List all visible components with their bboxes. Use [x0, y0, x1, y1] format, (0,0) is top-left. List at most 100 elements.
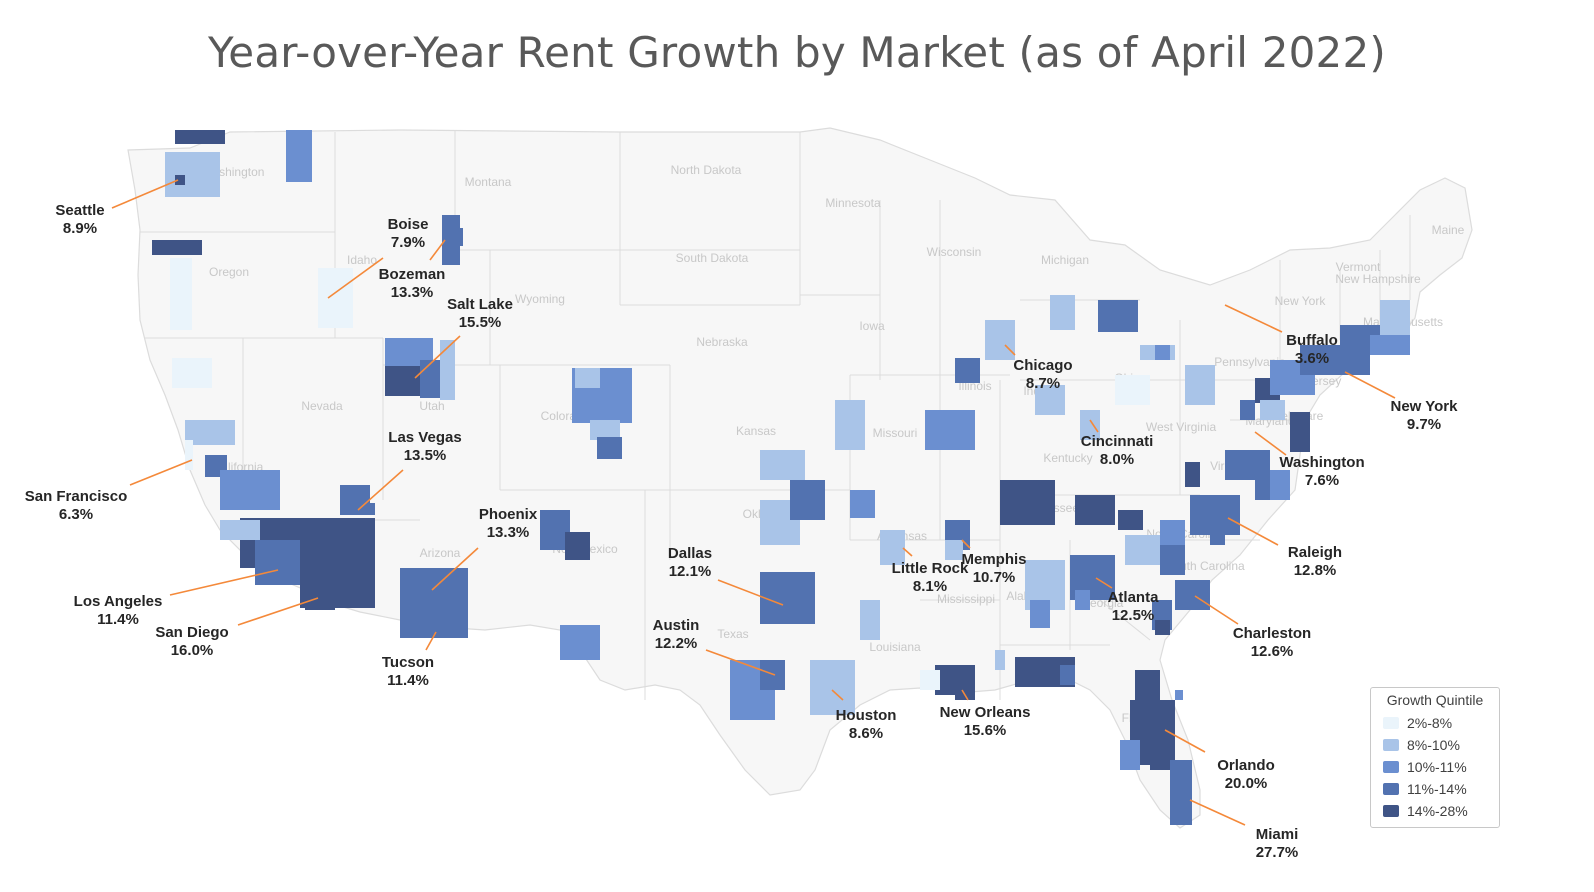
metro-region: [1075, 590, 1090, 610]
leader-line-las-vegas: [357, 469, 404, 511]
market-name-buffalo: Buffalo: [1286, 332, 1338, 349]
state-label-iowa: Iowa: [859, 319, 885, 333]
state-label-maine: Maine: [1432, 223, 1465, 237]
leader-line-austin: [705, 649, 776, 676]
leader-line-seattle: [111, 179, 179, 209]
leader-line-charleston: [1194, 595, 1239, 625]
market-name-raleigh: Raleigh: [1288, 544, 1342, 561]
leader-line-cincinnati: [1089, 419, 1099, 433]
metro-region: [305, 590, 335, 610]
state-label-south-dakota: South Dakota: [676, 251, 749, 265]
metro-region: [1000, 480, 1055, 525]
metro-region: [172, 358, 212, 388]
state-label-minnesota: Minnesota: [825, 196, 881, 210]
market-value-bozeman: 13.3%: [391, 284, 434, 301]
market-value-tucson: 11.4%: [387, 672, 429, 689]
metro-region: [175, 130, 225, 144]
market-name-chicago: Chicago: [1013, 357, 1072, 374]
legend-item-11-14: 11%-14%: [1377, 778, 1493, 800]
market-value-new-orleans: 15.6%: [964, 722, 1007, 739]
market-name-tucson: Tucson: [382, 654, 434, 671]
state-label-montana: Montana: [465, 175, 512, 189]
state-label-new-hampshire: New Hampshire: [1335, 272, 1421, 286]
state-label-wyoming: Wyoming: [515, 292, 565, 306]
metro-region: [1030, 600, 1050, 628]
metro-region: [170, 258, 192, 330]
state-label-north-dakota: North Dakota: [671, 163, 742, 177]
legend: Growth Quintile 2%-8% 8%-10% 10%-11% 11%-14…: [1370, 687, 1500, 828]
leader-line-atlanta: [1095, 577, 1113, 589]
state-label-oregon: Oregon: [209, 265, 249, 279]
metro-region: [985, 320, 1015, 360]
market-name-charleston: Charleston: [1233, 625, 1311, 642]
state-border: [1099, 599, 1151, 641]
state-label-mississippi: Mississippi: [937, 592, 995, 606]
state-label-nebraska: Nebraska: [696, 335, 748, 349]
market-name-little-rock: Little Rock: [892, 560, 969, 577]
leader-line-salt-lake: [414, 335, 461, 379]
state-label-arizona: Arizona: [420, 546, 461, 560]
market-name-san-diego: San Diego: [155, 624, 228, 641]
legend-label: 14%-28%: [1407, 803, 1468, 819]
metro-region: [955, 680, 975, 700]
market-value-orlando: 20.0%: [1225, 775, 1268, 792]
metro-region: [925, 410, 975, 450]
leader-line-memphis: [961, 539, 971, 549]
state-label-utah: Utah: [419, 399, 444, 413]
market-value-seattle: 8.9%: [63, 220, 97, 237]
metro-region: [1270, 470, 1290, 500]
market-value-san-diego: 16.0%: [171, 642, 214, 659]
state-label-texas: Texas: [717, 627, 748, 641]
leader-line-chicago: [1004, 344, 1016, 356]
map-title: Year-over-Year Rent Growth by Market (as…: [208, 28, 1386, 77]
metro-region: [835, 400, 865, 450]
metro-region: [590, 420, 620, 440]
metro-region: [790, 480, 825, 520]
metro-region: [1175, 580, 1210, 610]
state-label-kentucky: Kentucky: [1043, 451, 1092, 465]
market-name-bozeman: Bozeman: [379, 266, 446, 283]
metro-region: [880, 530, 905, 565]
metro-region: [955, 358, 980, 383]
legend-label: 10%-11%: [1407, 759, 1467, 775]
market-value-washington: 7.6%: [1305, 472, 1339, 489]
metro-region: [810, 660, 855, 715]
metro-region: [785, 575, 805, 600]
leader-line-buffalo: [1224, 304, 1283, 333]
metro-region: [597, 437, 622, 459]
market-value-san-francisco: 6.3%: [59, 506, 93, 523]
market-name-dallas: Dallas: [668, 545, 712, 562]
metro-region: [565, 532, 590, 560]
metro-region: [1080, 410, 1100, 440]
state-label-new-york: New York: [1275, 294, 1327, 308]
legend-item-10-11: 10%-11%: [1377, 756, 1493, 778]
legend-swatch: [1383, 805, 1399, 817]
leader-line-raleigh: [1227, 517, 1279, 546]
leader-line-little-rock: [902, 547, 913, 557]
market-value-raleigh: 12.8%: [1294, 562, 1337, 579]
metro-region: [1135, 670, 1160, 700]
market-value-chicago: 8.7%: [1026, 375, 1060, 392]
leader-line-phoenix: [431, 547, 479, 591]
market-name-san-francisco: San Francisco: [25, 488, 128, 505]
legend-swatch: [1383, 717, 1399, 729]
market-name-houston: Houston: [836, 707, 897, 724]
market-name-atlanta: Atlanta: [1108, 589, 1159, 606]
legend-item-2-8: 2%-8%: [1377, 712, 1493, 734]
metro-region: [995, 650, 1005, 670]
metro-region: [175, 175, 185, 185]
metro-regions: [152, 130, 1410, 825]
metro-region: [220, 470, 280, 510]
